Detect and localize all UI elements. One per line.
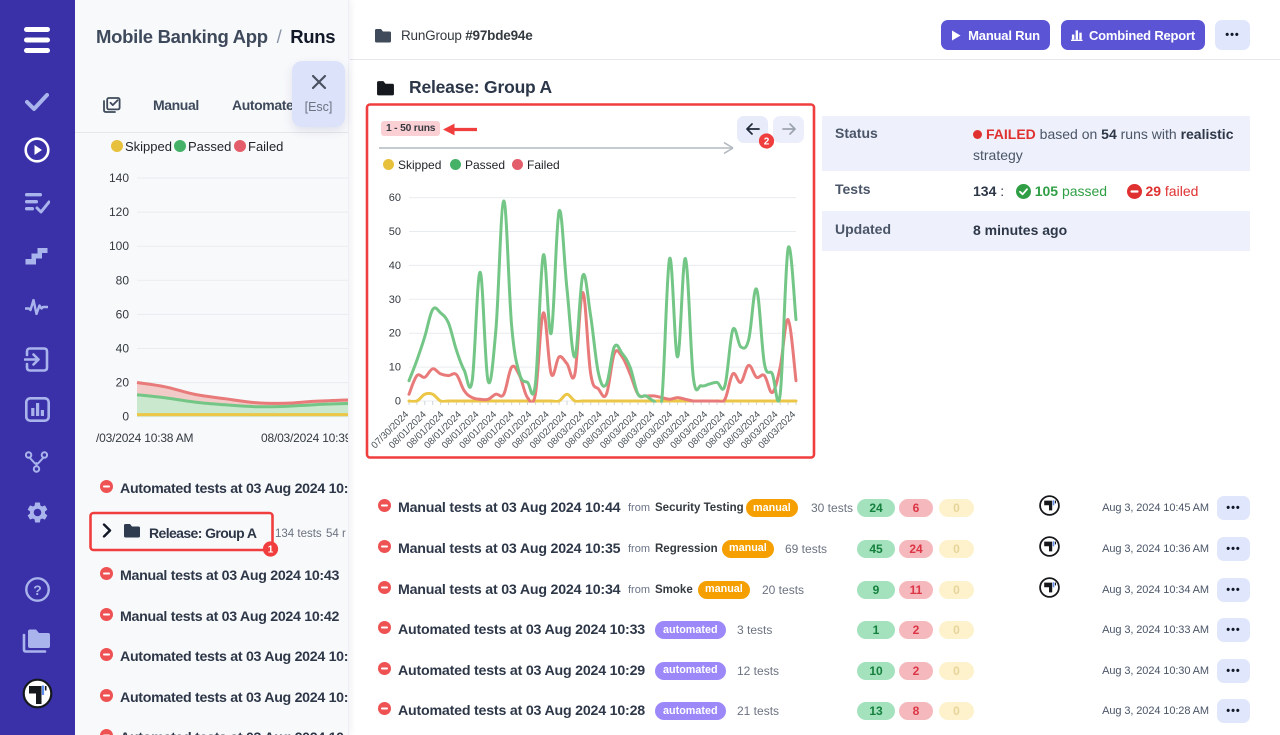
svg-text:20: 20 bbox=[116, 376, 130, 390]
svg-text:10: 10 bbox=[389, 362, 401, 374]
svg-text:40: 40 bbox=[116, 342, 130, 356]
svg-text:40: 40 bbox=[389, 260, 401, 272]
svg-text:0: 0 bbox=[395, 396, 401, 408]
svg-text:80: 80 bbox=[116, 273, 130, 287]
svg-text:0: 0 bbox=[122, 410, 129, 424]
svg-text:50: 50 bbox=[389, 226, 401, 238]
svg-text:140: 140 bbox=[109, 171, 129, 185]
svg-text:60: 60 bbox=[116, 307, 130, 321]
svg-text:30: 30 bbox=[389, 294, 401, 306]
svg-text:1: 1 bbox=[268, 544, 274, 555]
svg-text:120: 120 bbox=[109, 205, 129, 219]
svg-text:60: 60 bbox=[389, 192, 401, 204]
svg-text:2: 2 bbox=[764, 136, 770, 147]
svg-text:100: 100 bbox=[109, 239, 129, 253]
svg-text:20: 20 bbox=[389, 328, 401, 340]
svg-text:?: ? bbox=[33, 582, 42, 598]
